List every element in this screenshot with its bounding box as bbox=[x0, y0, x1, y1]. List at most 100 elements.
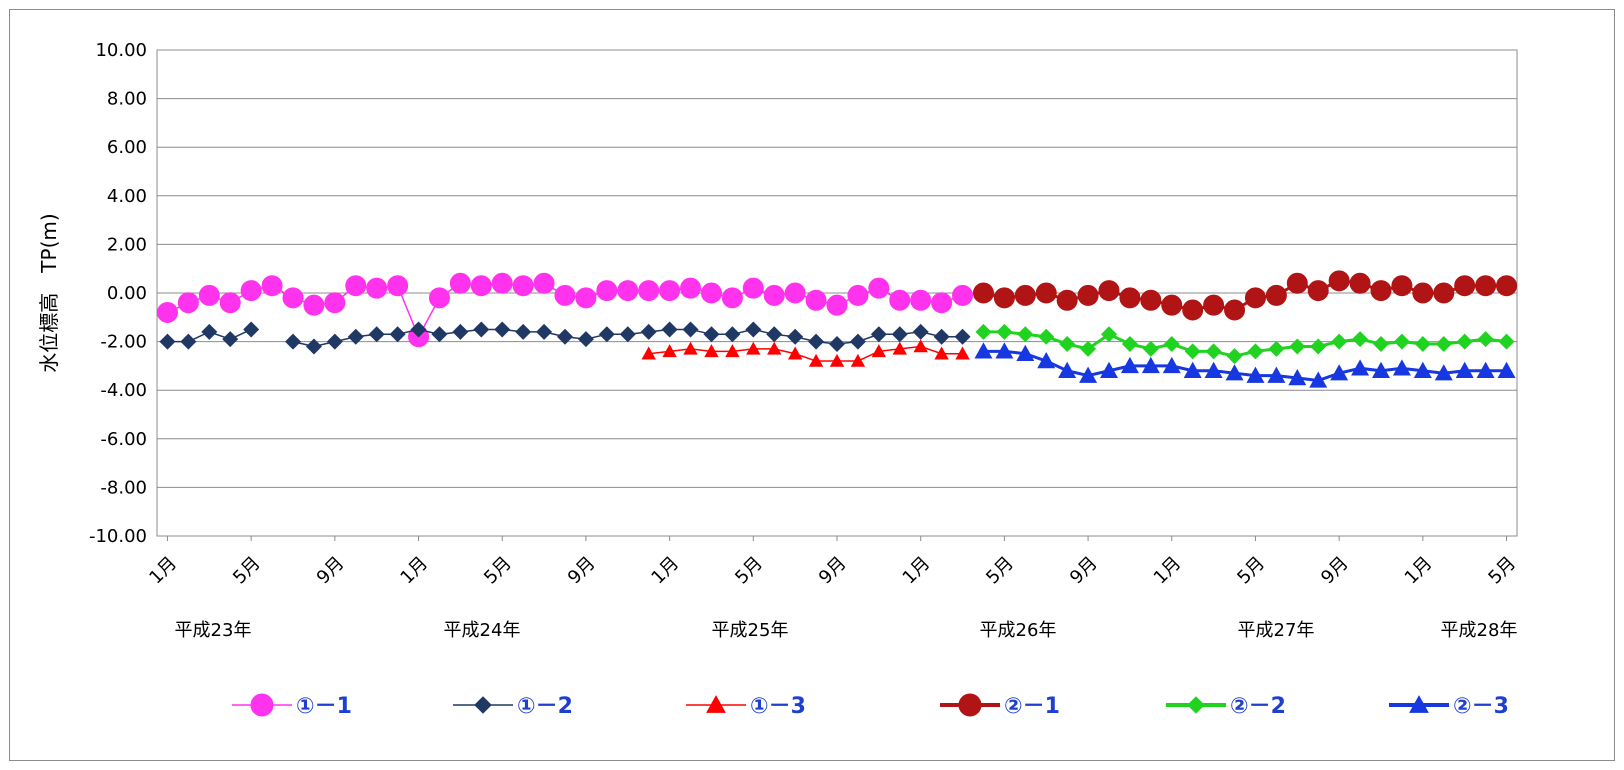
data-point bbox=[1393, 333, 1410, 350]
data-point bbox=[829, 353, 845, 367]
data-point bbox=[1058, 361, 1077, 378]
data-point bbox=[933, 328, 950, 345]
data-point bbox=[1100, 361, 1118, 378]
y-tick-label: -4.00 bbox=[100, 380, 147, 401]
y-tick-label: 10.00 bbox=[95, 40, 147, 61]
legend-label: ②－1 bbox=[1004, 694, 1060, 719]
data-point bbox=[1037, 352, 1056, 369]
data-point bbox=[243, 321, 260, 338]
data-point bbox=[575, 287, 597, 309]
data-point bbox=[1035, 282, 1057, 304]
data-point bbox=[1456, 333, 1473, 350]
data-point bbox=[766, 326, 783, 343]
data-point bbox=[745, 321, 762, 338]
data-point bbox=[1120, 356, 1139, 374]
data-point bbox=[1391, 275, 1413, 297]
data-point bbox=[1310, 338, 1327, 355]
data-point bbox=[931, 292, 953, 314]
x-year-label: 平成26年 bbox=[980, 620, 1057, 641]
data-point bbox=[577, 331, 594, 348]
data-point bbox=[1268, 340, 1285, 357]
data-point bbox=[724, 326, 741, 343]
data-point bbox=[763, 284, 785, 306]
data-point bbox=[1225, 364, 1244, 381]
x-tick-label: 1月 bbox=[396, 553, 432, 589]
data-point bbox=[1351, 359, 1370, 376]
data-point bbox=[533, 272, 555, 294]
data-point bbox=[1454, 275, 1476, 297]
data-point bbox=[1455, 361, 1474, 378]
data-point bbox=[808, 353, 824, 367]
data-point bbox=[491, 272, 513, 294]
data-point bbox=[1056, 289, 1078, 311]
chart-frame: 10.00 8.00 6.00 4.00 2.00 0.00 -2.00 -4.00 -6.00… bbox=[9, 9, 1615, 761]
x-tick-label: 5月 bbox=[731, 553, 767, 589]
data-point bbox=[972, 282, 994, 304]
data-point bbox=[974, 342, 993, 359]
x-tick-label: 9月 bbox=[1317, 553, 1353, 589]
data-point bbox=[177, 292, 199, 314]
data-point bbox=[955, 346, 970, 360]
data-point bbox=[1224, 299, 1246, 321]
data-point bbox=[1330, 364, 1349, 381]
data-point bbox=[282, 287, 304, 309]
data-point bbox=[1121, 336, 1138, 353]
data-point bbox=[240, 280, 262, 302]
y-tick-label: -10.00 bbox=[89, 526, 147, 547]
data-point bbox=[1098, 280, 1120, 302]
data-point bbox=[410, 321, 427, 338]
data-point bbox=[1204, 361, 1223, 378]
data-point bbox=[1372, 361, 1390, 378]
data-point bbox=[850, 353, 866, 367]
data-point bbox=[912, 323, 929, 340]
legend-marker bbox=[706, 695, 726, 713]
data-point bbox=[261, 275, 283, 297]
data-point bbox=[619, 326, 636, 343]
y-tick-label: -2.00 bbox=[100, 332, 147, 353]
data-point bbox=[1309, 371, 1328, 388]
legend-label: ①－2 bbox=[517, 694, 573, 719]
data-point bbox=[805, 289, 827, 311]
legend-marker bbox=[958, 693, 982, 717]
data-point bbox=[892, 341, 907, 355]
x-tick-label: 5月 bbox=[1484, 553, 1520, 589]
data-point bbox=[222, 331, 239, 348]
data-point bbox=[1328, 270, 1350, 292]
x-tick-label: 1月 bbox=[145, 553, 181, 589]
x-tick-label: 5月 bbox=[480, 553, 516, 589]
data-point bbox=[742, 277, 764, 299]
y-tick-label: 6.00 bbox=[107, 137, 147, 158]
data-point bbox=[1183, 361, 1202, 378]
data-point bbox=[1077, 284, 1099, 306]
data-point bbox=[1331, 333, 1348, 350]
data-point bbox=[787, 346, 803, 360]
legend-marker bbox=[250, 693, 274, 717]
data-point bbox=[1433, 282, 1455, 304]
data-point bbox=[704, 344, 719, 358]
y-tick-label: -6.00 bbox=[100, 429, 147, 450]
data-point bbox=[1205, 343, 1222, 360]
data-point bbox=[891, 326, 908, 343]
data-point bbox=[868, 277, 890, 299]
data-point bbox=[847, 284, 869, 306]
data-point bbox=[871, 344, 887, 358]
data-point bbox=[638, 280, 660, 302]
data-point bbox=[452, 323, 469, 340]
data-point bbox=[470, 275, 492, 297]
x-tick-label: 9月 bbox=[564, 553, 600, 589]
data-point bbox=[515, 323, 532, 340]
data-point bbox=[995, 342, 1014, 359]
x-year-label: 平成23年 bbox=[175, 620, 252, 641]
data-point bbox=[641, 346, 656, 360]
data-point bbox=[1265, 284, 1287, 306]
data-point bbox=[1163, 336, 1180, 353]
data-point bbox=[1434, 364, 1453, 381]
data-point bbox=[512, 275, 534, 297]
data-point bbox=[1476, 361, 1495, 378]
data-point bbox=[1247, 343, 1264, 360]
data-point bbox=[1140, 289, 1162, 311]
x-year-label: 平成25年 bbox=[712, 620, 789, 641]
data-point bbox=[1014, 284, 1036, 306]
x-tick-label: 5月 bbox=[1233, 553, 1269, 589]
data-point bbox=[767, 341, 782, 355]
